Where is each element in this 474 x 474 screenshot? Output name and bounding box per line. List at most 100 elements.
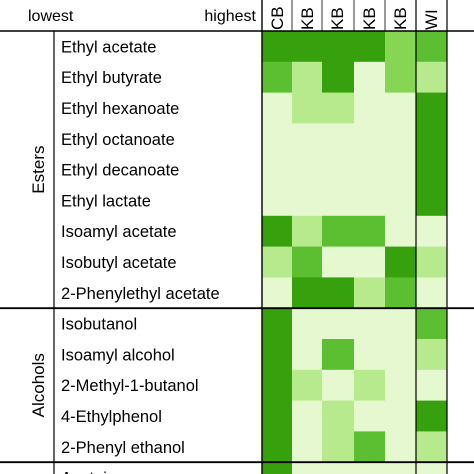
heatmap-cell (292, 369, 322, 401)
heatmap-cell (322, 431, 354, 463)
heatmap-cell (322, 31, 354, 63)
heatmap-cell (385, 308, 416, 340)
row-label: Ethyl lactate (61, 192, 151, 210)
heatmap-cell (262, 369, 292, 401)
heatmap-cell (385, 246, 416, 278)
heatmap-cell (416, 246, 447, 278)
heatmap-cell (262, 339, 292, 371)
heatmap-cell (322, 185, 354, 217)
heatmap-cell (416, 431, 447, 463)
heatmap-cell (322, 400, 354, 432)
heatmap-cell (262, 246, 292, 278)
heatmap-cell (416, 31, 447, 63)
row-label: Ethyl hexanoate (61, 100, 179, 118)
heatmap-cell (262, 277, 292, 309)
heatmap-cell (385, 339, 416, 371)
heatmap-cell (385, 31, 416, 63)
heatmap-cell (354, 123, 385, 155)
heatmap-cell (322, 215, 354, 247)
heatmap-cell (385, 61, 416, 93)
row-label: 2-Phenylethyl acetate (61, 285, 220, 303)
heatmap-cell (322, 277, 354, 309)
row-label: Ethyl butyrate (61, 69, 162, 87)
heatmap-cell (416, 462, 447, 474)
heatmap-cell (322, 123, 354, 155)
heatmap-cell (416, 339, 447, 371)
column-label: WI (422, 9, 441, 30)
heatmap-cell (416, 308, 447, 340)
heatmap-cell (385, 154, 416, 186)
heatmap-cell (322, 246, 354, 278)
heatmap-cell (262, 400, 292, 432)
heatmap-cell (292, 246, 322, 278)
heatmap-cell (354, 215, 385, 247)
heatmap-cell (292, 31, 322, 63)
heatmap-cell (385, 277, 416, 309)
heatmap-cell (292, 431, 322, 463)
heatmap-cell (262, 92, 292, 124)
heatmap-cell (354, 185, 385, 217)
heatmap-cell (322, 339, 354, 371)
row-label: Isobutyl acetate (61, 254, 177, 272)
heatmap-cell (322, 308, 354, 340)
heatmap-labels: Ethyl acetate Ethyl butyrate Ethyl hexanoa… (28, 6, 441, 474)
heatmap-cell (262, 308, 292, 340)
heatmap-cell (416, 185, 447, 217)
row-label: Ethyl decanoate (61, 162, 179, 180)
heatmap-cells (262, 31, 447, 474)
heatmap-cell (292, 185, 322, 217)
heatmap-cell (292, 215, 322, 247)
column-label: CB (268, 6, 287, 30)
row-label: Ethyl acetate (61, 38, 156, 56)
heatmap-cell (262, 154, 292, 186)
heatmap-cell (292, 92, 322, 124)
column-label: KB (360, 7, 379, 30)
heatmap-cell (292, 400, 322, 432)
row-label: 2-Methyl-1-butanol (61, 377, 199, 395)
heatmap-cell (292, 462, 322, 474)
legend-low-label: lowest (28, 8, 74, 25)
heatmap-cell (354, 92, 385, 124)
heatmap-cell (262, 31, 292, 63)
heatmap-cell (322, 61, 354, 93)
heatmap-cell (322, 369, 354, 401)
heatmap-cell (322, 154, 354, 186)
heatmap-cell (292, 154, 322, 186)
heatmap-cell (262, 123, 292, 155)
heatmap-cell (262, 431, 292, 463)
heatmap-cell (292, 308, 322, 340)
row-label: Isobutanol (61, 316, 137, 334)
heatmap-cell (354, 369, 385, 401)
heatmap-cell (354, 400, 385, 432)
heatmap-cell (416, 369, 447, 401)
heatmap-cell (385, 185, 416, 217)
heatmap-cell (354, 339, 385, 371)
heatmap-cell (262, 215, 292, 247)
heatmap-cell (262, 462, 292, 474)
row-label: Ethyl octanoate (61, 131, 175, 149)
heatmap-cell (262, 61, 292, 93)
heatmap-cell (292, 123, 322, 155)
column-label: KB (298, 7, 317, 30)
heatmap-cell (385, 215, 416, 247)
row-label: 2-Phenyl ethanol (61, 439, 185, 457)
heatmap-cell (385, 431, 416, 463)
heatmap-cell (354, 462, 385, 474)
group-label: Esters (29, 146, 48, 194)
row-label: Acetoin (61, 470, 116, 474)
heatmap-cell (354, 431, 385, 463)
heatmap-cell (292, 61, 322, 93)
heatmap-cell (416, 400, 447, 432)
heatmap-cell (292, 339, 322, 371)
heatmap-cell (385, 123, 416, 155)
heatmap-cell (262, 185, 292, 217)
heatmap-cell (385, 462, 416, 474)
legend-high-label: highest (204, 8, 256, 25)
heatmap-cell (354, 308, 385, 340)
heatmap-cell (385, 369, 416, 401)
heatmap-cell (354, 246, 385, 278)
heatmap-cell (322, 462, 354, 474)
heatmap-cell (385, 92, 416, 124)
